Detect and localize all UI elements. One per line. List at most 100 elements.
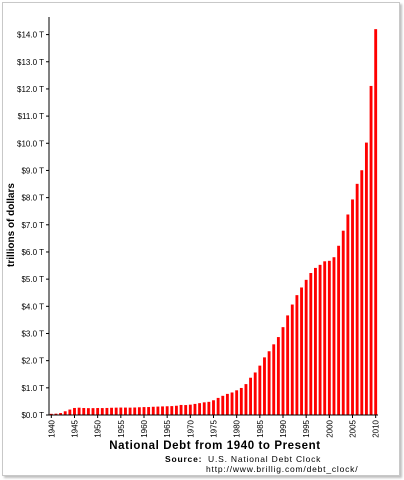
bar-1946: [77, 407, 81, 415]
y-tick-label: $2.0 T: [21, 357, 44, 366]
bar-1950: [96, 408, 100, 415]
bar-1997: [314, 267, 317, 415]
national-debt-chart: $0.0 T $1.0 T $2.0 T $3.0 T $4.0 T $5.0 T $6.0…: [6, 17, 381, 474]
x-tick-label: 2010: [372, 419, 381, 437]
bar-1977: [221, 395, 225, 415]
y-tick-label: $0.0 T: [21, 411, 44, 420]
y-axis-ticks: $0.0 T $1.0 T $2.0 T $3.0 T $4.0 T $5.0 T $6.0…: [17, 31, 49, 420]
bar-2007: [360, 170, 364, 415]
bar-1945: [73, 407, 76, 415]
y-tick-label: $4.0 T: [21, 302, 44, 311]
bar-1992: [290, 304, 294, 415]
x-tick-label: 1965: [163, 419, 172, 437]
x-tick-label: 1950: [94, 419, 103, 437]
y-tick-label: $12.0 T: [17, 85, 44, 94]
bar-1974: [207, 401, 211, 415]
bar-1942: [59, 413, 63, 415]
y-tick-label: $8.0 T: [21, 194, 44, 203]
bar-1964: [161, 406, 164, 415]
bar-1943: [63, 411, 67, 415]
bar-1988: [272, 344, 276, 415]
bar-1980: [235, 390, 239, 415]
bar-1947: [82, 407, 86, 415]
bar-1979: [230, 392, 234, 415]
bar-1991: [286, 315, 290, 415]
bar-1993: [295, 295, 299, 415]
bar-2005: [351, 199, 354, 415]
bar-1962: [151, 406, 155, 415]
bar-1994: [300, 287, 303, 415]
bar-1996: [309, 273, 313, 415]
bar-1969: [184, 405, 188, 415]
y-tick-label: $3.0 T: [21, 329, 44, 338]
chart-title: National Debt from 1940 to Present: [109, 440, 320, 452]
bar-1971: [193, 403, 197, 415]
source-label: Source:: [165, 454, 202, 464]
bar-1978: [225, 393, 229, 415]
bar-1981: [239, 387, 243, 415]
bar-1999: [323, 261, 327, 415]
x-axis-ticks: 1940 1945 1950 1955 1960 1965 1970 1975 1980 1985…: [47, 415, 381, 438]
bar-1957: [128, 407, 132, 415]
bar-1955: [119, 407, 123, 415]
bar-2009: [369, 85, 373, 415]
bar-2004: [346, 214, 350, 415]
bar-1949: [91, 408, 95, 415]
bars-group: [49, 29, 378, 416]
bar-1941: [54, 413, 58, 415]
chart-frame: $0.0 T $1.0 T $2.0 T $3.0 T $4.0 T $5.0 T $6.0…: [2, 2, 400, 476]
bar-1967: [174, 405, 178, 415]
bar-1961: [147, 407, 151, 415]
bar-1975: [212, 400, 215, 415]
x-tick-label: 1940: [47, 419, 56, 437]
bar-1982: [244, 384, 248, 415]
y-tick-label: $6.0 T: [21, 248, 44, 257]
bar-1968: [179, 404, 183, 415]
x-tick-label: 1970: [186, 419, 195, 437]
bar-1989: [276, 337, 280, 415]
bar-1960: [142, 407, 146, 415]
bar-1983: [249, 377, 252, 415]
bar-2010: [374, 29, 378, 416]
bar-1986: [263, 357, 266, 415]
bar-2000: [327, 260, 331, 415]
bar-1984: [253, 372, 257, 415]
y-tick-label: $11.0 T: [18, 112, 45, 121]
bar-2003: [341, 230, 345, 415]
bar-1973: [202, 402, 206, 415]
bar-2008: [364, 142, 368, 415]
x-tick-label: 1975: [210, 419, 219, 437]
bar-1952: [105, 407, 109, 415]
bar-1953: [110, 407, 113, 415]
x-tick-label: 1945: [70, 419, 79, 437]
bar-1963: [156, 406, 160, 415]
bar-1987: [267, 351, 271, 415]
x-tick-label: 1955: [117, 419, 126, 437]
x-tick-label: 1960: [140, 419, 149, 437]
y-tick-label: $7.0 T: [21, 221, 44, 230]
bar-1948: [86, 408, 90, 415]
y-tick-label: $10.0 T: [17, 139, 44, 148]
y-axis-title: trillions of dollars: [6, 183, 17, 267]
y-tick-label: $1.0 T: [21, 384, 44, 393]
y-tick-label: $5.0 T: [21, 275, 44, 284]
bar-1966: [170, 406, 174, 415]
bar-1956: [124, 407, 127, 415]
bar-2001: [332, 257, 336, 415]
bar-1959: [137, 407, 141, 415]
y-tick-label: $14.0 T: [17, 31, 44, 40]
x-tick-label: 1980: [233, 419, 242, 437]
bar-1976: [216, 397, 220, 415]
x-tick-label: 2005: [349, 419, 358, 437]
x-tick-label: 1990: [279, 419, 288, 437]
bar-1940: [49, 413, 53, 415]
source-name: U.S. National Debt Clock: [208, 454, 321, 464]
bar-1972: [198, 403, 202, 415]
bar-1954: [114, 407, 118, 415]
bar-1995: [304, 279, 308, 415]
x-tick-label: 1985: [256, 419, 265, 437]
bar-1998: [318, 264, 322, 415]
bar-1985: [258, 365, 262, 415]
x-tick-label: 1995: [302, 419, 311, 437]
bar-1970: [188, 404, 192, 415]
